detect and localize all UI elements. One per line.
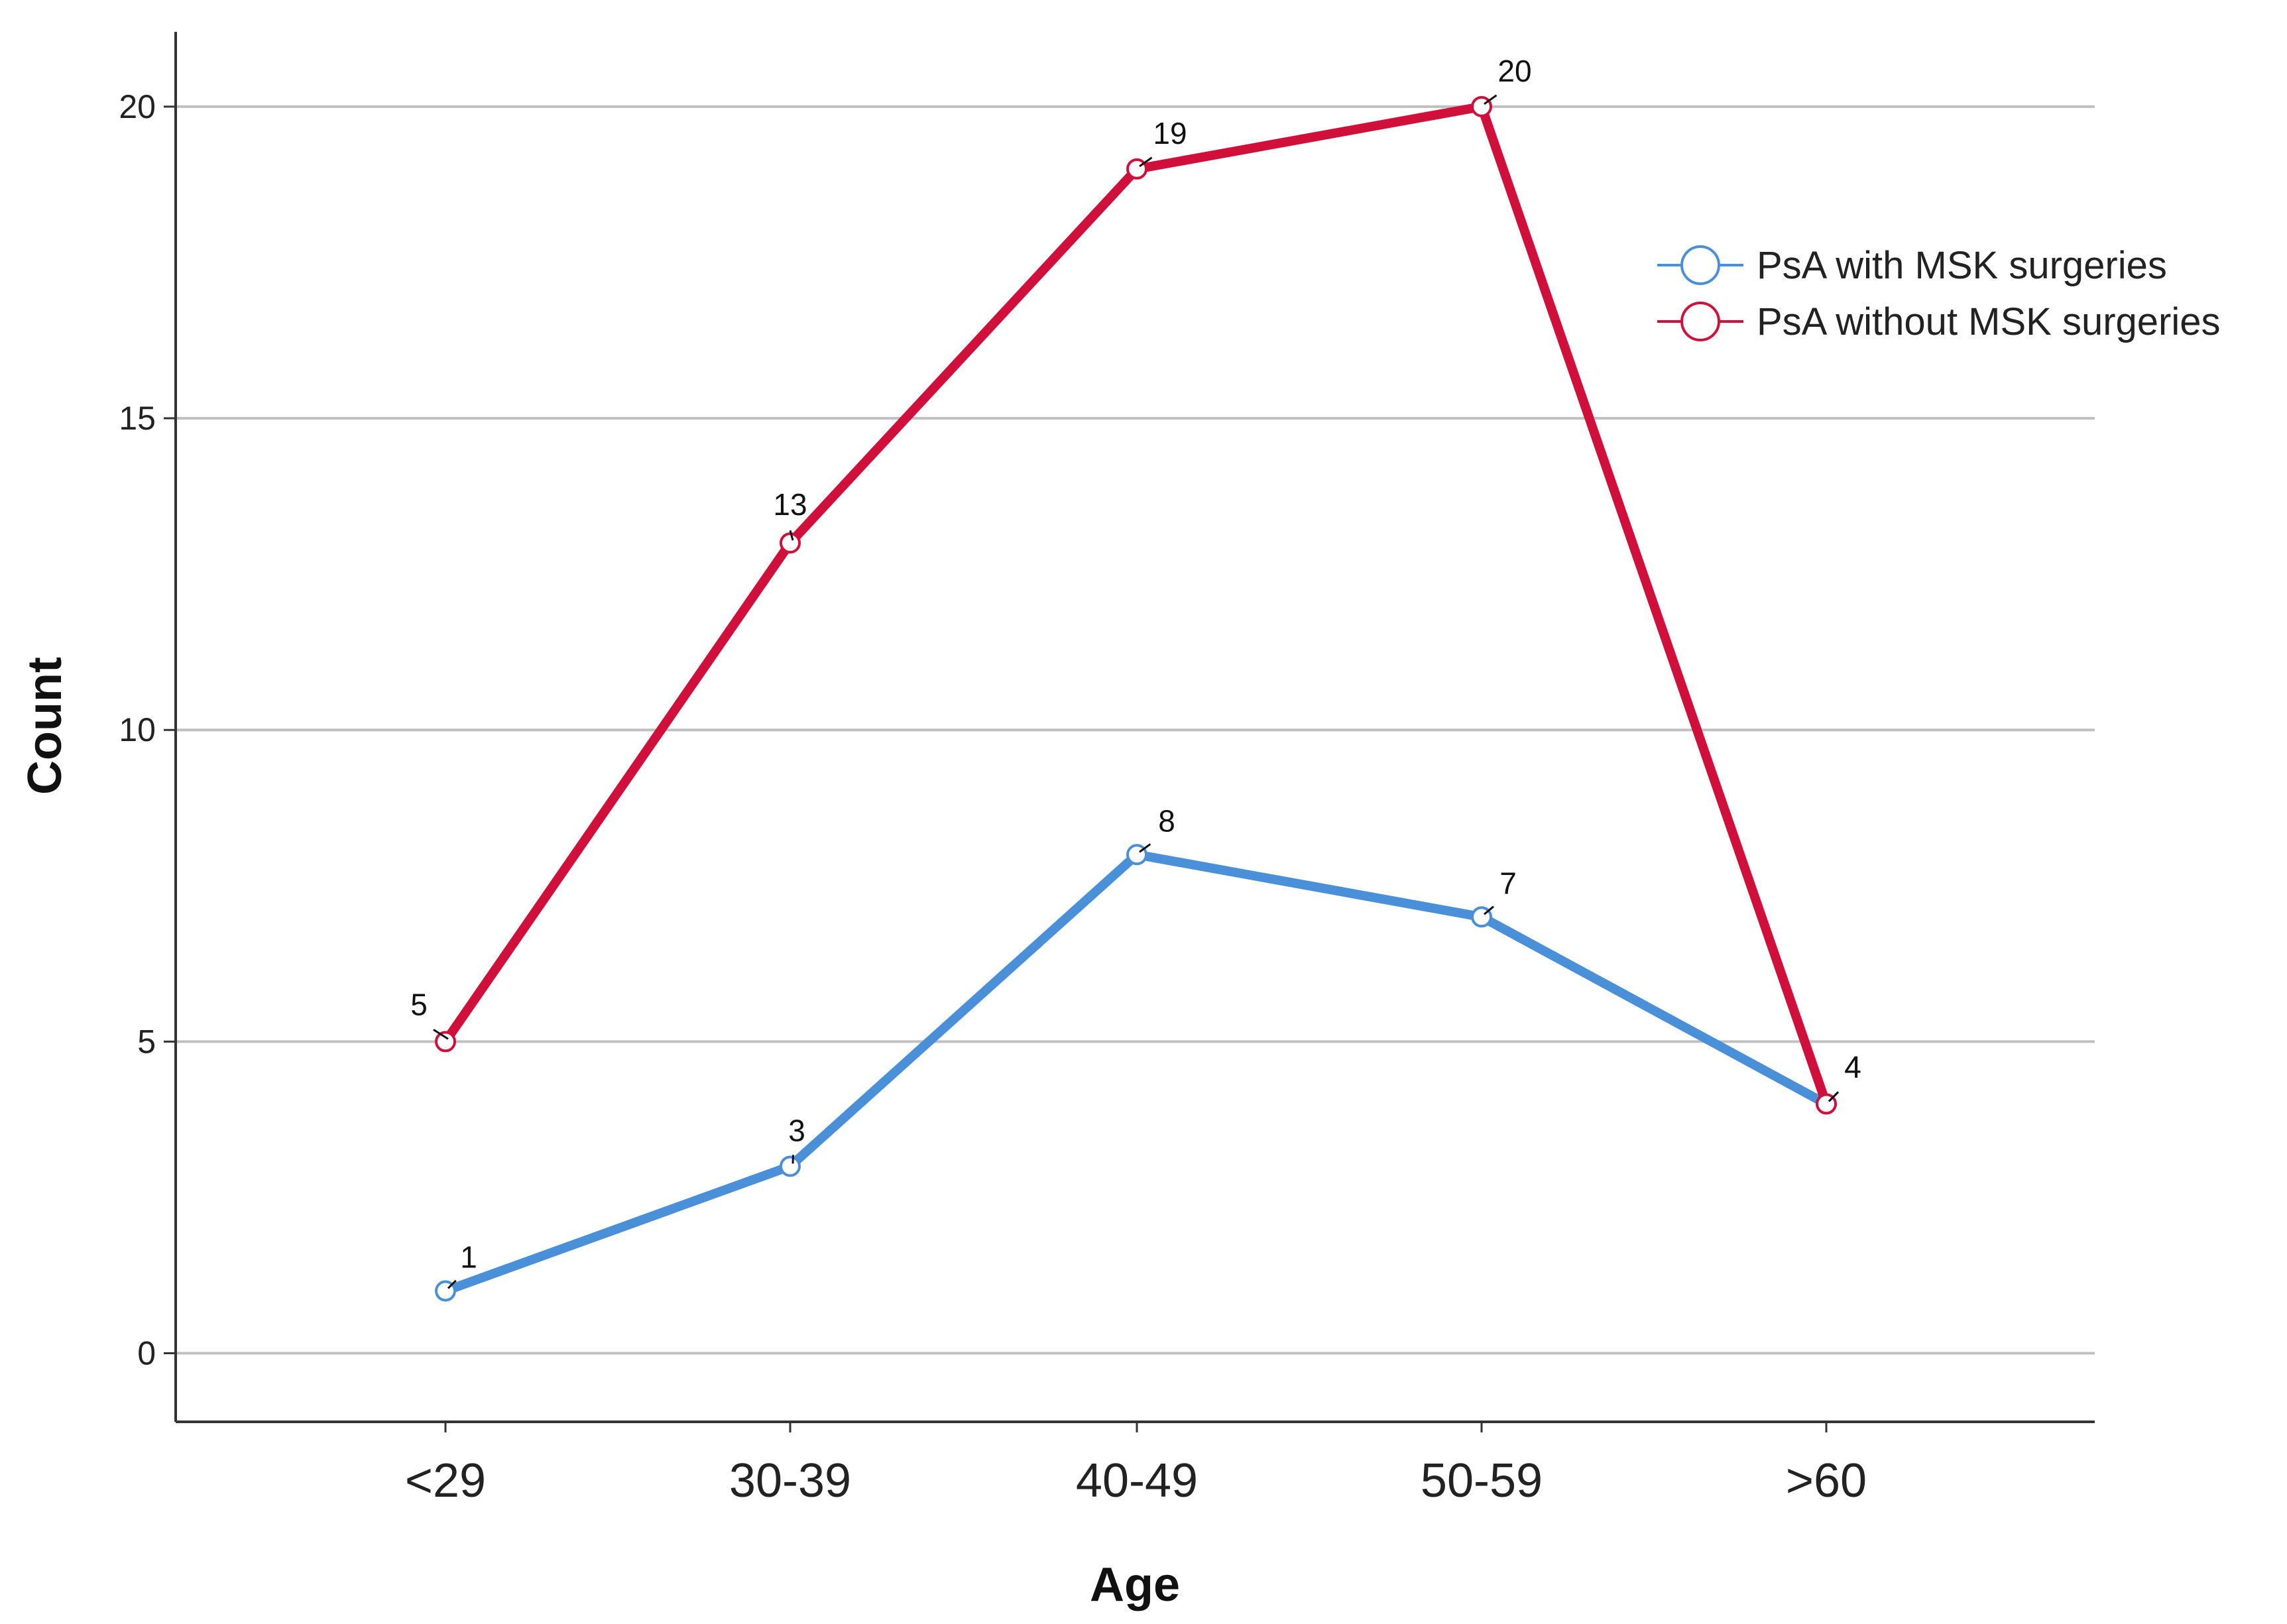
data-label: 8 [1158,803,1175,838]
x-tick-label: 50-59 [1421,1454,1543,1507]
data-point [435,1031,456,1053]
legend-entry: PsA without MSK surgeries [1757,300,2221,343]
label-leader [447,1279,457,1289]
x-tick-label: 40-49 [1076,1454,1198,1507]
x-tick-label: <29 [405,1454,486,1507]
series-line-1 [441,101,1831,1109]
data-label: 7 [1499,866,1517,900]
label-leader [1484,905,1494,915]
label-leader [1484,94,1497,105]
data-label: 19 [1153,116,1187,150]
x-tick-label: 30-39 [729,1454,851,1507]
label-leader [1139,156,1153,168]
legend-swatch-marker [1680,245,1720,285]
data-label: 5 [410,987,428,1021]
y-tick-label: 20 [119,88,156,125]
grid-layer [176,105,2095,1355]
y-tick-label: 10 [119,711,156,748]
label-leader [1828,1091,1840,1102]
y-axis-title: Count [19,657,72,795]
data-point [780,532,801,554]
x-axis-title: Age [1090,1558,1180,1611]
y-tick-label: 5 [137,1023,156,1060]
data-label: 1 [460,1240,477,1275]
data-label: 4 [1844,1049,1861,1084]
series-line-0 [441,850,1831,1296]
label-leader [789,530,794,541]
legend-swatch-marker [1680,302,1720,341]
legend: PsA with MSK surgeries PsA without MSK su… [1657,244,2221,343]
label-leader [433,1029,449,1040]
x-tick-label: >60 [1786,1454,1867,1507]
data-label: 13 [773,487,807,522]
y-tick-label: 15 [119,400,156,437]
y-tick-label: 0 [137,1335,156,1372]
legend-entry: PsA with MSK surgeries [1757,244,2167,287]
data-label: 4 [1844,1049,1861,1084]
data-point [780,1155,801,1177]
label-leader [1139,843,1151,853]
series-layer [435,95,1837,1302]
data-label: 20 [1497,54,1531,88]
data-label: 3 [788,1113,805,1147]
